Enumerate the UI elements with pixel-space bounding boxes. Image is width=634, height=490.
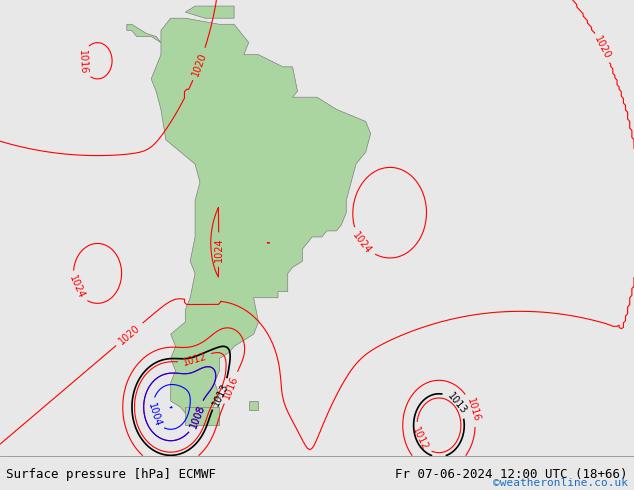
Text: 1012: 1012 bbox=[410, 425, 430, 452]
Polygon shape bbox=[151, 18, 371, 419]
Text: Fr 07-06-2024 12:00 UTC (18+66): Fr 07-06-2024 12:00 UTC (18+66) bbox=[395, 467, 628, 481]
Text: 1008: 1008 bbox=[188, 404, 207, 430]
Polygon shape bbox=[185, 6, 234, 18]
Polygon shape bbox=[127, 24, 161, 43]
Text: 1024: 1024 bbox=[351, 230, 373, 256]
Text: Surface pressure [hPa] ECMWF: Surface pressure [hPa] ECMWF bbox=[6, 467, 216, 481]
Text: 1012: 1012 bbox=[182, 351, 208, 368]
Text: 1020: 1020 bbox=[117, 322, 142, 346]
Text: 1004: 1004 bbox=[146, 401, 162, 428]
Text: 1024: 1024 bbox=[214, 237, 224, 262]
Text: 1016: 1016 bbox=[222, 374, 240, 401]
Text: 1024: 1024 bbox=[67, 274, 86, 301]
Text: 1020: 1020 bbox=[592, 35, 612, 61]
Text: 1013: 1013 bbox=[210, 381, 230, 408]
Text: 1016: 1016 bbox=[465, 397, 481, 423]
Text: 1008: 1008 bbox=[188, 404, 207, 430]
Text: ©weatheronline.co.uk: ©weatheronline.co.uk bbox=[493, 478, 628, 488]
Text: 1013: 1013 bbox=[445, 391, 469, 416]
Text: 1020: 1020 bbox=[190, 51, 209, 77]
Text: 1016: 1016 bbox=[77, 49, 89, 74]
Polygon shape bbox=[185, 407, 219, 425]
Polygon shape bbox=[249, 401, 259, 410]
